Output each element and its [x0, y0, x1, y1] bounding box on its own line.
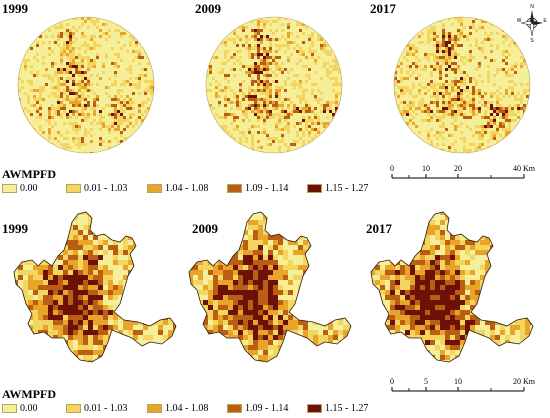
year-label-top-2009: 2009: [195, 1, 221, 16]
legend-label: 0.00: [20, 183, 38, 194]
legend-top: 0.00 0.01 - 1.03 1.04 - 1.08 1.09 - 1.14…: [2, 183, 368, 194]
scale-tick-label: 0: [390, 377, 394, 386]
legend-swatch: [2, 404, 17, 413]
legend-label: 1.09 - 1.14: [245, 403, 289, 414]
scale-tick-label: 5: [424, 377, 428, 386]
legend-swatch: [2, 184, 17, 193]
legend-item: 0.01 - 1.03: [66, 403, 147, 414]
year-label-bottom-2009: 2009: [192, 221, 218, 236]
legend-swatch: [227, 404, 242, 413]
legend-label: 0.01 - 1.03: [84, 183, 128, 194]
scale-tick-label: 10: [422, 164, 430, 173]
compass-s: S: [530, 38, 534, 42]
legend-label: 1.04 - 1.08: [165, 183, 209, 194]
scale-bar-bottom: 0 5 10 20 Km: [390, 377, 536, 392]
scale-end-label: 40 Km: [513, 164, 536, 173]
circular-map-2017: [393, 16, 531, 154]
legend-swatch: [307, 184, 322, 193]
circular-map-2009: [205, 16, 343, 154]
year-label-top-1999: 1999: [2, 1, 28, 16]
north-arrow-icon: N S W E: [517, 4, 547, 42]
legend-label: 0.00: [20, 403, 38, 414]
legend-label: 1.09 - 1.14: [245, 183, 289, 194]
legend-item: 0.00: [2, 403, 66, 414]
year-label-top-2017: 2017: [370, 1, 396, 16]
city-map-2017: [370, 211, 534, 363]
legend-swatch: [147, 404, 162, 413]
legend-bottom: 0.00 0.01 - 1.03 1.04 - 1.08 1.09 - 1.14…: [2, 403, 368, 414]
legend-item: 1.15 - 1.27: [307, 183, 368, 194]
scale-end-label: 20 Km: [513, 377, 536, 386]
legend-label: 1.15 - 1.27: [325, 183, 369, 194]
legend-title-bottom: AWMPFD: [2, 387, 56, 401]
year-label-bottom-2017: 2017: [366, 221, 392, 236]
circular-map-1999: [17, 16, 155, 154]
legend-item: 0.01 - 1.03: [66, 183, 147, 194]
legend-label: 1.15 - 1.27: [325, 403, 369, 414]
legend-item: 1.09 - 1.14: [227, 183, 307, 194]
city-map-2009: [188, 211, 352, 363]
legend-item: 1.04 - 1.08: [147, 183, 227, 194]
compass-w: W: [517, 18, 522, 24]
legend-swatch: [66, 404, 81, 413]
scale-tick-label: 10: [454, 377, 462, 386]
legend-swatch: [227, 184, 242, 193]
legend-swatch: [307, 404, 322, 413]
scale-bar-top: 0 10 20 40 Km: [390, 164, 536, 179]
legend-swatch: [147, 184, 162, 193]
legend-label: 1.04 - 1.08: [165, 403, 209, 414]
year-label-bottom-1999: 1999: [2, 221, 28, 236]
compass-n: N: [530, 4, 534, 10]
legend-swatch: [66, 184, 81, 193]
legend-item: 1.09 - 1.14: [227, 403, 307, 414]
scale-tick-label: 0: [390, 164, 394, 173]
legend-label: 0.01 - 1.03: [84, 403, 128, 414]
legend-item: 1.15 - 1.27: [307, 403, 368, 414]
scale-tick-label: 20: [454, 164, 462, 173]
legend-title-top: AWMPFD: [2, 167, 56, 181]
compass-e: E: [543, 18, 547, 24]
legend-item: 1.04 - 1.08: [147, 403, 227, 414]
city-map-1999: [13, 211, 177, 363]
legend-item: 0.00: [2, 183, 66, 194]
